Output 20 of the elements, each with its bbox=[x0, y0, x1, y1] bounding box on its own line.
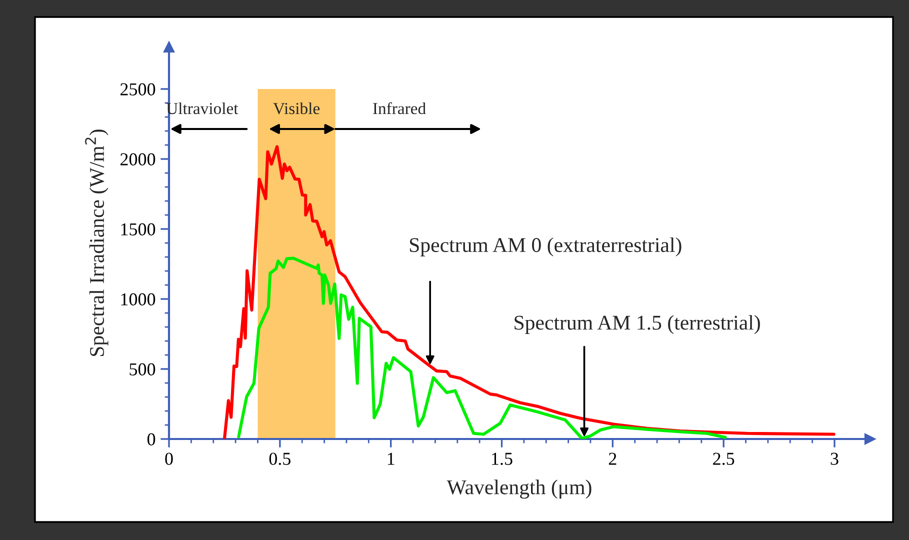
x-tick-label: 1 bbox=[388, 452, 394, 465]
x-tick-label: 0.5 bbox=[269, 452, 290, 465]
x-axis-title: Wavelength (μm) bbox=[446, 480, 592, 499]
y-tick-label: 500 bbox=[130, 363, 156, 376]
annotation: Infrared bbox=[373, 102, 426, 114]
y-axis-title: Spectral Irradiance (W/m$^{2}$) bbox=[85, 130, 108, 356]
x-tick-label: 3 bbox=[830, 452, 838, 465]
annotation: Spectrum AM 1.5 (terrestrial) bbox=[514, 315, 760, 334]
y-tick-label: 1500 bbox=[121, 223, 156, 236]
y-tick-label: 2500 bbox=[120, 83, 156, 96]
x-tick-label: 2.5 bbox=[713, 452, 734, 465]
annotation: Spectrum AM 0 (extraterrestrial) bbox=[410, 237, 682, 256]
x-tick-label: 1.5 bbox=[492, 452, 512, 465]
y-tick-label: 0 bbox=[147, 433, 156, 446]
y-tick-label: 2000 bbox=[120, 153, 156, 166]
x-tick-label: 0 bbox=[165, 452, 173, 465]
y-tick-label: 1000 bbox=[121, 293, 156, 306]
line-series bbox=[222, 145, 836, 439]
x-tick-label: 2 bbox=[608, 452, 616, 465]
band-label: Visible bbox=[273, 102, 320, 114]
